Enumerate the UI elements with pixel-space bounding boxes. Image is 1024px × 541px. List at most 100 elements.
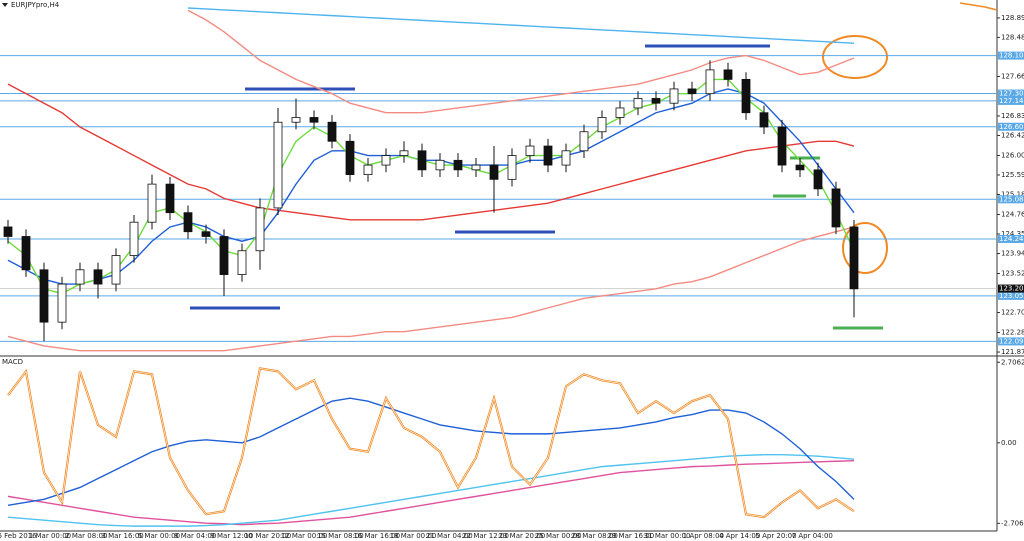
level-tag [998, 51, 1024, 60]
y-tick-label: 128.482 [1001, 33, 1024, 41]
candle-body [201, 231, 211, 237]
y-tick-label: 126.832 [1001, 112, 1024, 120]
level-label: 124.248 [999, 235, 1024, 243]
candle-body [543, 145, 553, 166]
level-tag [998, 122, 1024, 131]
candle-body [255, 207, 265, 252]
y-tick-label: 125.182 [1001, 190, 1024, 198]
y-tick-label: 121.872 [1001, 348, 1024, 356]
x-tick-label: 22 Mar 12:00 [462, 532, 509, 540]
y-tick-label: 123.942 [1001, 250, 1024, 258]
candle-body [417, 150, 427, 171]
level-label: 128.100 [999, 52, 1024, 60]
y-tick-label: 127.662 [1001, 72, 1024, 80]
x-tick-label: 15 Mar 08:00 [317, 532, 364, 540]
x-tick-label: 4 Apr 14:00 [719, 532, 760, 540]
indicator-line [7, 397, 855, 506]
level-tag [998, 291, 1024, 300]
y-tick-label: 2.7062 [1001, 358, 1024, 366]
last-price-label: 123.206 [999, 285, 1024, 293]
candle-body [453, 159, 463, 171]
candle-body [39, 269, 49, 323]
x-tick-label: 12 Mar 00:00 [281, 532, 328, 540]
candle-body [129, 221, 139, 256]
candle-body [237, 250, 247, 275]
candle-body [687, 88, 697, 95]
y-tick-label: 125.592 [1001, 171, 1024, 179]
candle-body [219, 236, 229, 275]
candle-body [183, 212, 193, 233]
level-label: 127.148 [999, 97, 1024, 105]
y-tick-label: 122.282 [1001, 329, 1024, 337]
y-tick-label: -2.7062 [1001, 519, 1024, 527]
level-label: 126.605 [999, 123, 1024, 131]
level-tag [998, 234, 1024, 243]
x-tick-label: 3 Mar 16:00 [101, 532, 143, 540]
y-tick-label: 124.762 [1001, 210, 1024, 218]
y-tick-label: 122.702 [1001, 309, 1024, 317]
candle-body [723, 69, 733, 80]
candle-body [3, 226, 13, 237]
indicator-line [7, 83, 855, 221]
offscreen-line [959, 2, 998, 11]
indicator-line [187, 9, 855, 114]
candle-body [849, 226, 859, 290]
candle-body [309, 117, 319, 123]
y-tick-label: 128.892 [1001, 14, 1024, 22]
candle-body [759, 112, 769, 128]
level-tag [998, 96, 1024, 105]
candle-body [579, 131, 589, 152]
candle-body [471, 164, 481, 171]
candle-body [651, 98, 661, 104]
y-tick-label: 126.002 [1001, 151, 1024, 159]
x-tick-label: 29 Mar 16:00 [607, 532, 654, 540]
candle-body [435, 159, 445, 171]
x-tick-label: 9 Mar 12:00 [210, 532, 252, 540]
candle-body [597, 117, 607, 133]
candle-body [165, 183, 175, 214]
candle-body [507, 155, 517, 180]
candle-body [75, 269, 85, 285]
level-label: 125.081 [999, 195, 1024, 203]
highlight-circle [822, 35, 888, 79]
candle-body [795, 164, 805, 171]
level-label: 127.303 [999, 90, 1024, 98]
chart-title: EURJPYpro,H4 [11, 1, 60, 9]
y-tick-label: 124.352 [1001, 230, 1024, 238]
candle-body [57, 283, 67, 323]
x-tick-label: 8 Mar 04:00 [174, 532, 216, 540]
last-price-tag [998, 284, 1024, 293]
menu-arrow [2, 3, 8, 7]
candle-body [741, 78, 751, 114]
candle-body [21, 236, 31, 271]
y-tick-label: 0.00 [1001, 439, 1017, 447]
x-tick-label: 2 Mar 08:00 [65, 532, 107, 540]
candle-body [633, 98, 643, 109]
annotations [190, 2, 998, 330]
indicator-line [7, 454, 855, 527]
candle-body [363, 164, 373, 175]
x-tick-label: 5 Apr 20:00 [755, 532, 796, 540]
candle-body [777, 126, 787, 166]
candle-body [273, 121, 283, 209]
x-tick-label: 25 Mar 00:00 [535, 532, 582, 540]
level-tag [998, 337, 1024, 346]
candle-body [489, 164, 499, 180]
candle-body [669, 88, 679, 104]
level-tag [998, 195, 1024, 204]
candle-body [399, 150, 409, 156]
y-tick-label: 123.522 [1001, 270, 1024, 278]
candle-body [813, 169, 823, 190]
candle-body [381, 155, 391, 166]
x-tick-label: 16 Mar 16:00 [353, 532, 400, 540]
x-tick-label: 18 Mar 00:00 [390, 532, 437, 540]
level-tag [998, 89, 1024, 98]
candle-body [615, 107, 625, 118]
x-tick-label: 10 Mar 20:00 [244, 532, 291, 540]
panel-title: MACD [2, 358, 23, 366]
x-tick-label: 1 Mar 00:00 [29, 532, 71, 540]
level-label: 122.095 [999, 337, 1024, 345]
candle-body [111, 255, 121, 285]
